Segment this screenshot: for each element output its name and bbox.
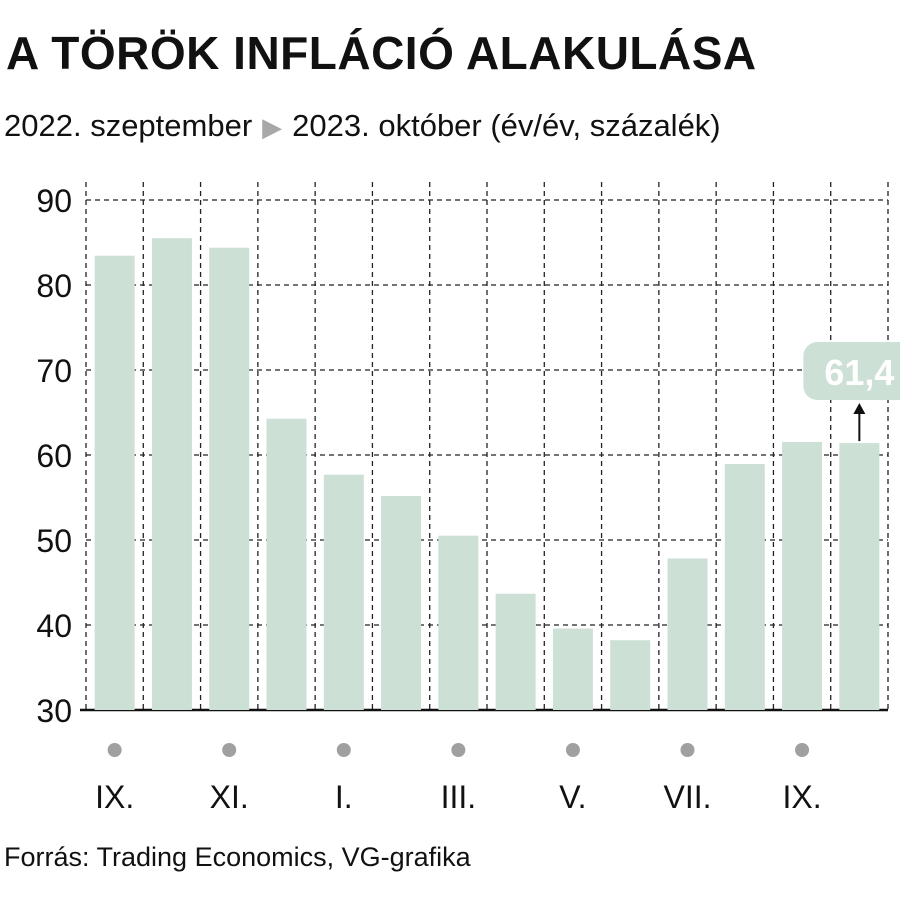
bar — [724, 464, 765, 710]
x-tick-label: I. — [335, 779, 353, 815]
x-tick-label: V. — [559, 779, 586, 815]
x-tick-marker — [680, 743, 695, 757]
y-tick-label: 30 — [36, 693, 72, 729]
x-tick-labels: IX. XI. I. III. V. VII. IX. — [95, 743, 822, 815]
bar — [438, 535, 479, 710]
bar-chart: 30 40 50 60 70 80 90 IX. XI. I. III. V. VII. IX. 61,… — [36, 182, 900, 815]
bar — [495, 593, 536, 710]
arrow-up-icon — [853, 403, 866, 414]
bar — [839, 443, 880, 710]
y-tick-label: 70 — [36, 353, 72, 389]
y-tick-labels: 30 40 50 60 70 80 90 — [36, 183, 72, 729]
x-tick-marker — [107, 743, 122, 757]
chart-subtitle: 2022. szeptember ▶ 2023. október (év/év, s… — [4, 110, 721, 141]
value-callout-label: 61,4 — [824, 352, 894, 393]
y-tick-label: 90 — [36, 183, 72, 219]
x-tick-marker — [336, 743, 351, 757]
subtitle-start: 2022. szeptember — [4, 108, 253, 143]
chart-title: A TÖRÖK INFLÁCIÓ ALAKULÁSA — [6, 27, 757, 79]
x-tick-marker — [222, 743, 237, 757]
x-tick-label: VII. — [663, 779, 711, 815]
bar — [667, 558, 708, 710]
bar — [782, 441, 823, 710]
x-tick-marker — [565, 743, 580, 757]
source-note: Forrás: Trading Economics, VG-grafika — [4, 842, 471, 872]
y-tick-label: 60 — [36, 438, 72, 474]
bar — [381, 495, 422, 710]
bar — [323, 474, 364, 710]
value-annotation: 61,4 — [803, 342, 900, 442]
x-tick-label: IX. — [95, 779, 134, 815]
y-tick-label: 40 — [36, 608, 72, 644]
x-tick-label: IX. — [783, 779, 822, 815]
x-tick-label: XI. — [210, 779, 249, 815]
right-triangle-icon: ▶ — [262, 112, 283, 142]
grid-lines — [80, 182, 889, 712]
bar — [266, 418, 307, 710]
bar — [94, 255, 135, 711]
bar — [151, 238, 192, 711]
value-callout-box — [803, 342, 900, 400]
bars — [94, 238, 880, 711]
bar — [552, 628, 593, 710]
x-tick-marker — [451, 743, 466, 757]
subtitle-end: 2023. október (év/év, százalék) — [292, 108, 721, 143]
y-tick-label: 80 — [36, 268, 72, 304]
x-tick-marker — [795, 743, 810, 757]
x-tick-label: III. — [441, 779, 477, 815]
bar — [610, 640, 651, 710]
y-tick-label: 50 — [36, 523, 72, 559]
bar — [209, 247, 250, 710]
